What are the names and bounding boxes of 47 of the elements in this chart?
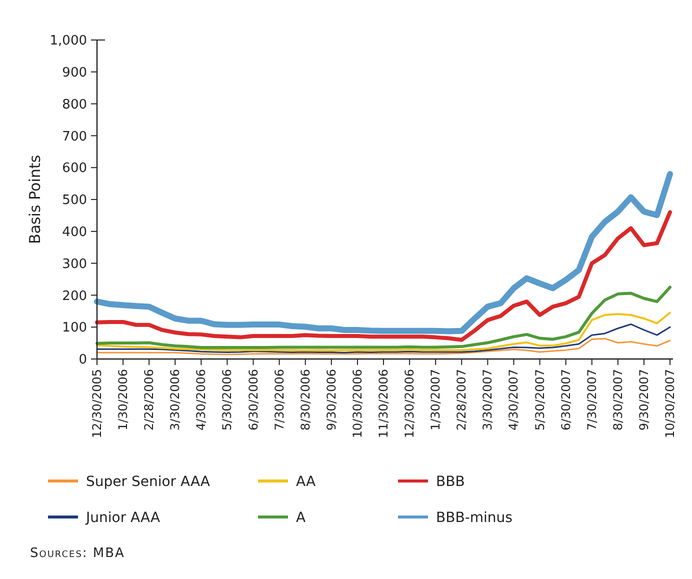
x-tick-label: 1/30/2006 [116, 369, 130, 431]
x-tick-label: 4/30/2006 [194, 369, 208, 431]
y-tick-label: 700 [62, 129, 87, 144]
x-tick-label: 5/30/2006 [220, 369, 234, 431]
x-tick-label: 9/30/2006 [324, 369, 338, 431]
line-series [96, 323, 671, 354]
y-tick-label: 300 [62, 256, 87, 272]
legend-label: Junior AAA [85, 510, 160, 526]
legend-label: A [296, 510, 306, 526]
line-series [96, 338, 671, 356]
y-tick-label: 900 [62, 65, 87, 80]
x-tick-label: 6/30/2006 [246, 369, 260, 431]
y-tick-label: 1,000 [50, 34, 87, 49]
y-tick-label: 600 [62, 161, 87, 176]
x-tick-label: 8/30/2006 [298, 369, 312, 431]
legend-label: BBB [436, 474, 465, 490]
legend-label: Super Senior AAA [86, 474, 210, 490]
source-note: Sources: MBA [30, 546, 125, 561]
x-tick-label: 7/30/2006 [272, 369, 286, 431]
legend-label: AA [296, 474, 316, 490]
x-tick-label: 10/30/2006 [350, 369, 364, 438]
y-tick-label: 100 [62, 320, 87, 336]
line-series [96, 286, 672, 350]
x-tick-label: 12/30/2006 [402, 369, 417, 438]
x-tick-label: 10/30/2007 [663, 369, 677, 438]
x-tick-label: 3/30/2006 [168, 369, 182, 431]
x-tick-label: 7/30/2007 [584, 369, 599, 431]
x-tick-label: 2/28/2006 [142, 369, 156, 431]
x-tick-label: 5/30/2007 [532, 369, 547, 431]
x-tick-label: 8/30/2007 [610, 369, 625, 431]
x-tick-label: 1/30/2007 [428, 369, 443, 431]
y-tick-label: 800 [62, 97, 87, 112]
x-tick-label: 6/30/2007 [558, 369, 573, 431]
x-tick-label: 9/30/2007 [636, 369, 651, 431]
y-tick-label: 200 [62, 288, 87, 304]
line-series [96, 312, 671, 352]
x-tick-label: 11/30/2006 [376, 369, 390, 438]
x-tick-label: 3/30/2007 [480, 369, 495, 431]
y-tick-label: 0 [78, 352, 87, 368]
y-tick-label: 400 [62, 224, 87, 240]
line-series [95, 210, 672, 342]
x-tick-label: 2/28/2007 [454, 369, 469, 431]
x-tick-label: 4/30/2007 [506, 369, 521, 431]
y-tick-label: 500 [62, 193, 87, 208]
legend-label: BBB-minus [436, 510, 512, 526]
y-axis-title: Basis Points [26, 154, 44, 244]
x-tick-label: 12/30/2005 [90, 369, 104, 438]
